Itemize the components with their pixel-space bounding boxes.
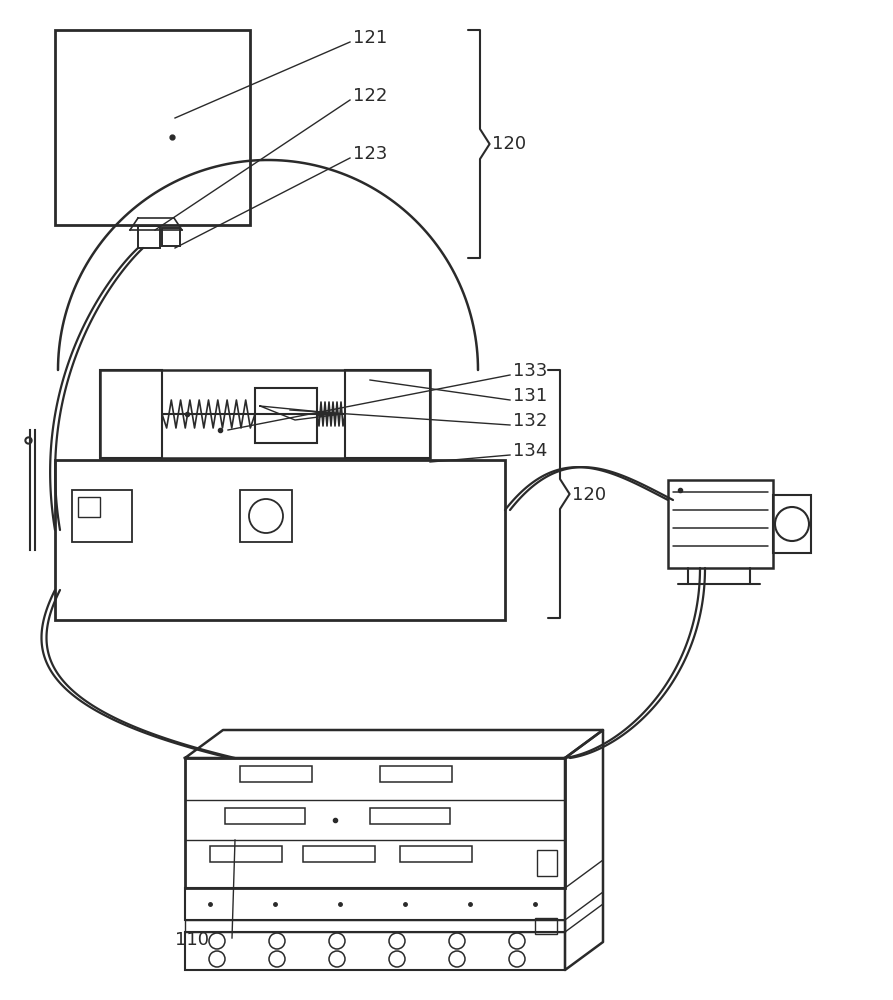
- Bar: [185, 932, 565, 970]
- Text: 110: 110: [175, 931, 209, 949]
- Bar: [380, 766, 452, 782]
- Bar: [255, 388, 317, 443]
- Text: 133: 133: [513, 362, 547, 380]
- Text: 120: 120: [572, 486, 606, 504]
- Bar: [345, 370, 430, 458]
- Bar: [55, 460, 505, 620]
- Bar: [72, 490, 132, 542]
- Text: 131: 131: [513, 387, 547, 405]
- Bar: [78, 497, 100, 517]
- Text: 121: 121: [353, 29, 388, 47]
- Bar: [100, 370, 162, 458]
- Bar: [370, 808, 450, 824]
- Bar: [185, 920, 565, 932]
- Bar: [668, 480, 773, 568]
- Bar: [55, 30, 250, 225]
- Text: 123: 123: [353, 145, 388, 163]
- Bar: [773, 495, 811, 553]
- Text: 134: 134: [513, 442, 547, 460]
- Bar: [185, 888, 565, 920]
- Bar: [537, 850, 557, 876]
- Bar: [225, 808, 305, 824]
- Bar: [535, 918, 557, 934]
- Bar: [240, 766, 312, 782]
- Bar: [185, 758, 565, 888]
- Bar: [100, 370, 430, 458]
- Text: 132: 132: [513, 412, 547, 430]
- Bar: [400, 846, 472, 862]
- Bar: [210, 846, 282, 862]
- Text: 122: 122: [353, 87, 388, 105]
- Text: 120: 120: [492, 135, 526, 153]
- Bar: [303, 846, 375, 862]
- Bar: [138, 226, 160, 248]
- Bar: [240, 490, 292, 542]
- Bar: [162, 228, 180, 246]
